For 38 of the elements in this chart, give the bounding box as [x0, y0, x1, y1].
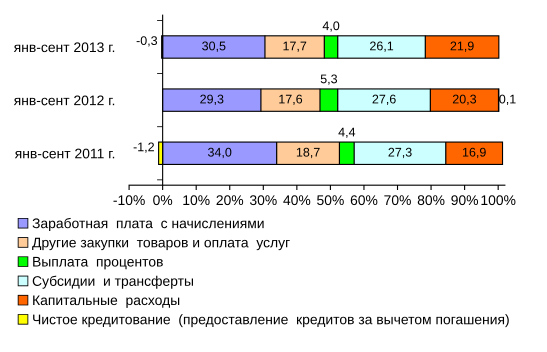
legend-label: Другие закупки товаров и оплата услуг: [32, 238, 290, 250]
x-tick-label: 90%: [451, 195, 478, 206]
data-label: 29,3: [200, 94, 224, 105]
legend-label: Капитальные расходы: [33, 295, 180, 308]
x-tick-label: 40%: [283, 195, 310, 206]
x-tick-label: -10%: [113, 195, 145, 206]
data-label: 4,0: [322, 21, 340, 32]
legend-label: Субсидии и трансферты: [32, 276, 193, 289]
data-label: 26,1: [370, 42, 394, 52]
x-tick-label: 10%: [183, 195, 210, 206]
x-tick-label: 60%: [350, 195, 378, 206]
x-tick-label: 50%: [317, 195, 344, 206]
legend-label: Выплата процентов: [33, 256, 163, 270]
y-tick-label: янв-сент 2012 г.: [14, 95, 114, 106]
data-label: -1,2: [134, 142, 154, 153]
data-label: 5,3: [320, 74, 338, 85]
data-label: 4,4: [338, 128, 356, 138]
data-label: 30,5: [202, 42, 226, 52]
data-label: -0,3: [136, 36, 158, 47]
data-label: 17,6: [279, 94, 302, 105]
x-tick-label: 0%: [153, 195, 172, 206]
data-label: 16,9: [462, 148, 486, 158]
x-tick-label: 100%: [481, 195, 516, 206]
x-tick-label: 20%: [216, 195, 244, 206]
legend-label: Заработная плата с начислениями: [32, 218, 264, 231]
data-label: 20,3: [452, 94, 476, 105]
data-label: 17,7: [283, 42, 306, 52]
y-tick-label: янв-сент 2013 г.: [14, 42, 114, 52]
data-label: 18,7: [296, 148, 320, 158]
data-label: 27,6: [372, 94, 396, 105]
y-tick-label: янв-сент 2011 г.: [14, 148, 114, 158]
x-tick-label: 70%: [384, 195, 411, 206]
data-label: 34,0: [208, 148, 232, 158]
x-tick-label: 30%: [250, 195, 277, 206]
data-label: 21,9: [450, 42, 474, 52]
data-label: 27,3: [388, 148, 412, 158]
x-tick-label: 80%: [418, 195, 444, 206]
legend-label: Чистое кредитование (предоставление кредитов за вычетом погашения): [33, 314, 509, 328]
